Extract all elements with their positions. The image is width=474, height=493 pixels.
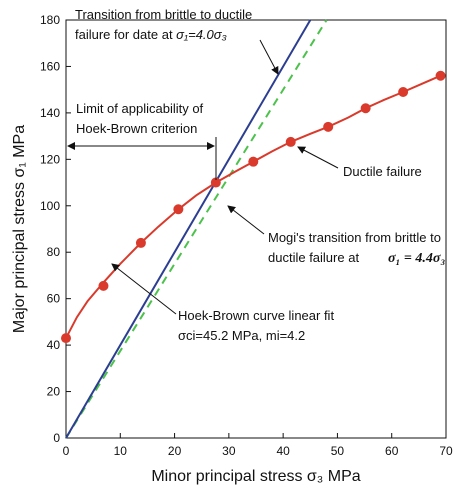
data-point xyxy=(398,86,409,97)
annotation-hb-line2: σci=45.2 MPa, mi=4.2 xyxy=(178,328,305,343)
series-line-brittle-ductile-4-0 xyxy=(65,19,312,439)
x-tick-label: 50 xyxy=(331,444,345,458)
x-tick-label: 0 xyxy=(63,444,70,458)
y-tick-label: 80 xyxy=(47,245,61,259)
x-tick-label: 70 xyxy=(439,444,453,458)
x-tick-label: 30 xyxy=(222,444,236,458)
annotation-transition-line1: Transition from brittle to ductile xyxy=(75,7,252,22)
y-tick-label: 60 xyxy=(47,292,61,306)
series-layer xyxy=(61,19,446,439)
annotation-transition-arrow xyxy=(259,39,279,75)
data-point xyxy=(210,177,221,188)
annotation-hb-line1: Hoek-Brown curve linear fit xyxy=(178,308,334,323)
data-point xyxy=(135,237,146,248)
annotation-mogi-prefix: ductile failure at xyxy=(268,250,359,265)
series-line-mogi-4-4 xyxy=(65,19,328,439)
series-line-hoek-brown-fit xyxy=(65,74,441,339)
x-tick-label: 60 xyxy=(385,444,399,458)
data-point xyxy=(435,70,446,81)
y-tick-label: 100 xyxy=(40,199,60,213)
data-point xyxy=(360,103,371,114)
y-tick-label: 180 xyxy=(40,13,60,27)
data-point xyxy=(173,204,184,215)
data-point xyxy=(98,280,109,291)
y-tick-label: 160 xyxy=(40,59,60,73)
y-tick-label: 140 xyxy=(40,106,60,120)
y-tick-label: 20 xyxy=(47,385,61,399)
annotation-mogi-formula: σ₁ = 4.4σ₃ xyxy=(388,251,445,266)
annotation-transition-formula: σ₁=4.0σ₃ xyxy=(176,27,227,42)
x-tick-label: 40 xyxy=(276,444,290,458)
annotation-mogi-line1: Mogi's transition from brittle to xyxy=(268,230,441,245)
y-tick-label: 0 xyxy=(53,431,60,445)
data-point xyxy=(248,156,259,167)
x-axis-label: Minor principal stress σ₃ MPa xyxy=(151,468,360,485)
annotation-ductile: Ductile failure xyxy=(343,164,422,179)
annotation-transition-prefix: failure for date at xyxy=(75,27,176,42)
annotation-transition-line2: failure for date at σ₁=4.0σ₃ xyxy=(75,27,227,42)
y-tick-label: 40 xyxy=(47,338,61,352)
annotation-limit-line2: Hoek-Brown criterion xyxy=(76,121,197,136)
y-axis-label: Major principal stress σ₁ MPa xyxy=(11,125,28,333)
y-tick-label: 120 xyxy=(40,152,60,166)
annotation-mogi-arrow xyxy=(227,205,265,235)
x-tick-label: 10 xyxy=(114,444,128,458)
data-point xyxy=(61,333,71,344)
ticks-layer: 0 10 20 30 40 50 60 70 0 20 40 60 80 100 120 140 160 180 xyxy=(40,13,453,458)
data-point xyxy=(323,121,334,132)
annotation-ductile-arrow xyxy=(297,146,339,169)
annotation-hb-arrow xyxy=(111,263,177,315)
data-point xyxy=(285,136,296,147)
annotation-limit-line1: Limit of applicability of xyxy=(76,101,204,116)
annotation-mogi-line2: ductile failure at xyxy=(268,250,359,265)
x-tick-label: 20 xyxy=(168,444,182,458)
plot-frame xyxy=(65,19,447,439)
